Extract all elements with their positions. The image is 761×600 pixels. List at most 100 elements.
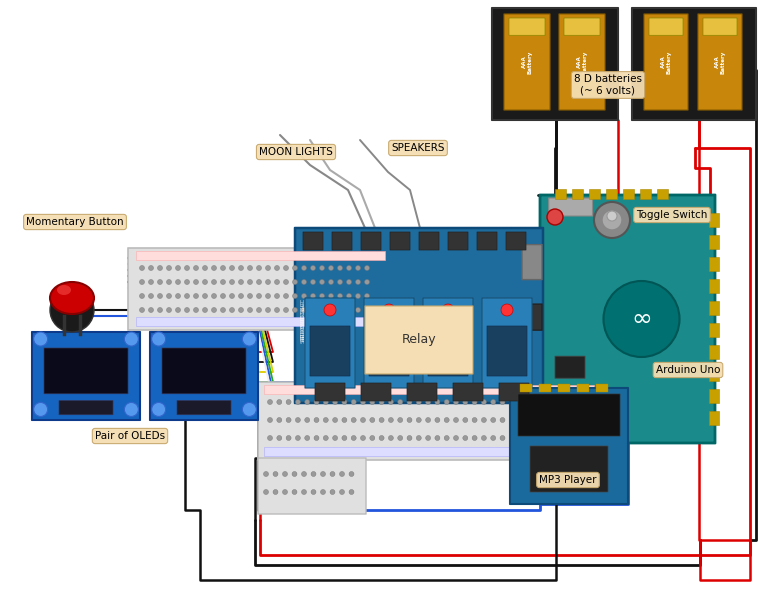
Circle shape [442, 304, 454, 316]
Circle shape [230, 265, 234, 271]
Circle shape [329, 265, 333, 271]
Circle shape [301, 293, 307, 298]
Circle shape [333, 436, 338, 440]
Circle shape [388, 418, 393, 422]
Circle shape [247, 307, 253, 313]
Circle shape [230, 293, 234, 298]
Circle shape [284, 265, 288, 271]
Text: AAA
Battery: AAA Battery [577, 50, 587, 74]
Circle shape [346, 307, 352, 313]
Circle shape [202, 307, 208, 313]
Text: Arduino Uno: Arduino Uno [656, 365, 720, 375]
FancyBboxPatch shape [361, 232, 381, 250]
Circle shape [472, 436, 477, 440]
Circle shape [472, 418, 477, 422]
Circle shape [292, 293, 298, 298]
Circle shape [425, 436, 431, 440]
Circle shape [148, 265, 154, 271]
Text: Toggle Switch: Toggle Switch [636, 210, 708, 220]
Circle shape [320, 472, 326, 476]
Circle shape [277, 400, 282, 404]
FancyBboxPatch shape [540, 195, 715, 443]
Circle shape [365, 280, 370, 284]
Circle shape [275, 265, 279, 271]
Circle shape [310, 280, 316, 284]
Bar [623, 189, 634, 199]
Circle shape [238, 307, 244, 313]
FancyBboxPatch shape [407, 383, 437, 401]
Text: MP3 Player: MP3 Player [540, 475, 597, 485]
Bar [657, 189, 668, 199]
Circle shape [284, 280, 288, 284]
FancyBboxPatch shape [364, 298, 414, 388]
Bar [136, 251, 385, 260]
Circle shape [301, 307, 307, 313]
Circle shape [565, 436, 570, 440]
Circle shape [314, 436, 319, 440]
Circle shape [202, 293, 208, 298]
Circle shape [176, 293, 180, 298]
Circle shape [158, 307, 163, 313]
Circle shape [167, 307, 171, 313]
Circle shape [425, 400, 431, 404]
Circle shape [295, 436, 301, 440]
Circle shape [556, 436, 561, 440]
Circle shape [565, 418, 570, 422]
Circle shape [435, 418, 440, 422]
Circle shape [463, 436, 468, 440]
Bar [539, 384, 551, 392]
Circle shape [275, 280, 279, 284]
Circle shape [158, 293, 163, 298]
Circle shape [355, 280, 361, 284]
Circle shape [575, 400, 579, 404]
Circle shape [500, 400, 505, 404]
Circle shape [339, 472, 345, 476]
Circle shape [607, 211, 617, 221]
Circle shape [301, 472, 307, 476]
Circle shape [501, 304, 513, 316]
Circle shape [247, 293, 253, 298]
Text: Relay: Relay [402, 334, 436, 346]
Circle shape [266, 280, 270, 284]
Circle shape [256, 307, 262, 313]
Circle shape [509, 418, 514, 422]
Circle shape [329, 280, 333, 284]
Circle shape [284, 307, 288, 313]
Circle shape [266, 265, 270, 271]
Circle shape [370, 436, 375, 440]
FancyBboxPatch shape [526, 304, 542, 330]
Circle shape [575, 436, 579, 440]
Circle shape [310, 293, 316, 298]
Bar [709, 257, 719, 271]
Circle shape [320, 293, 324, 298]
FancyBboxPatch shape [453, 383, 483, 401]
Circle shape [365, 293, 370, 298]
Circle shape [139, 280, 145, 284]
Circle shape [482, 400, 486, 404]
Circle shape [139, 307, 145, 313]
Circle shape [273, 490, 278, 494]
Circle shape [500, 418, 505, 422]
Circle shape [407, 400, 412, 404]
Bar [709, 301, 719, 315]
Circle shape [230, 280, 234, 284]
Circle shape [342, 436, 347, 440]
Circle shape [416, 400, 422, 404]
Circle shape [575, 418, 579, 422]
Circle shape [221, 293, 225, 298]
Circle shape [349, 472, 354, 476]
Circle shape [275, 307, 279, 313]
Bar [709, 411, 719, 425]
Circle shape [602, 210, 622, 230]
Circle shape [351, 418, 356, 422]
Circle shape [565, 400, 570, 404]
FancyBboxPatch shape [310, 326, 350, 376]
Text: AAA
Battery: AAA Battery [715, 50, 725, 74]
Circle shape [329, 293, 333, 298]
Circle shape [184, 265, 189, 271]
Circle shape [184, 307, 189, 313]
FancyBboxPatch shape [369, 326, 409, 376]
Bar [709, 279, 719, 293]
Text: Pair of OLEDs: Pair of OLEDs [95, 431, 165, 441]
FancyBboxPatch shape [365, 306, 473, 374]
